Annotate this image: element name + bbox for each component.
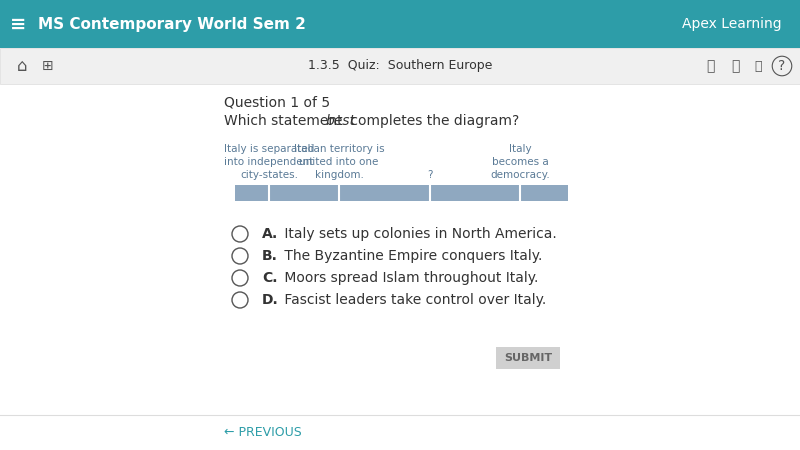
- Text: 🖨: 🖨: [754, 59, 762, 72]
- FancyBboxPatch shape: [0, 0, 800, 48]
- Text: ⊞: ⊞: [42, 59, 54, 73]
- Text: ?: ?: [427, 170, 433, 180]
- Text: Italy is separated
into independent
city-states.: Italy is separated into independent city…: [224, 144, 314, 180]
- Text: D.: D.: [262, 293, 278, 307]
- Text: MS Contemporary World Sem 2: MS Contemporary World Sem 2: [38, 17, 306, 32]
- Text: The Byzantine Empire conquers Italy.: The Byzantine Empire conquers Italy.: [280, 249, 542, 263]
- FancyBboxPatch shape: [235, 185, 568, 201]
- Text: Italian territory is
united into one
kingdom.: Italian territory is united into one kin…: [294, 144, 384, 180]
- Text: Which statement: Which statement: [224, 114, 347, 128]
- Text: ← PREVIOUS: ← PREVIOUS: [224, 426, 302, 438]
- Text: B.: B.: [262, 249, 278, 263]
- Text: 文: 文: [706, 59, 714, 73]
- FancyBboxPatch shape: [496, 347, 560, 369]
- Text: Fascist leaders take control over Italy.: Fascist leaders take control over Italy.: [280, 293, 546, 307]
- Text: Italy sets up colonies in North America.: Italy sets up colonies in North America.: [280, 227, 557, 241]
- Text: Moors spread Islam throughout Italy.: Moors spread Islam throughout Italy.: [280, 271, 538, 285]
- Text: Question 1 of 5: Question 1 of 5: [224, 96, 330, 110]
- Text: Apex Learning: Apex Learning: [682, 17, 782, 31]
- Text: ≡: ≡: [10, 14, 26, 33]
- Text: completes the diagram?: completes the diagram?: [346, 114, 519, 128]
- Text: Italy
becomes a
democracy.: Italy becomes a democracy.: [490, 144, 550, 180]
- Text: A.: A.: [262, 227, 278, 241]
- Text: 1.3.5  Quiz:  Southern Europe: 1.3.5 Quiz: Southern Europe: [308, 59, 492, 72]
- Text: C.: C.: [262, 271, 278, 285]
- Text: best: best: [326, 114, 356, 128]
- Text: SUBMIT: SUBMIT: [504, 353, 552, 363]
- Text: ⌂: ⌂: [17, 57, 27, 75]
- Text: ?: ?: [778, 59, 786, 73]
- Text: 👤: 👤: [731, 59, 739, 73]
- FancyBboxPatch shape: [0, 48, 800, 84]
